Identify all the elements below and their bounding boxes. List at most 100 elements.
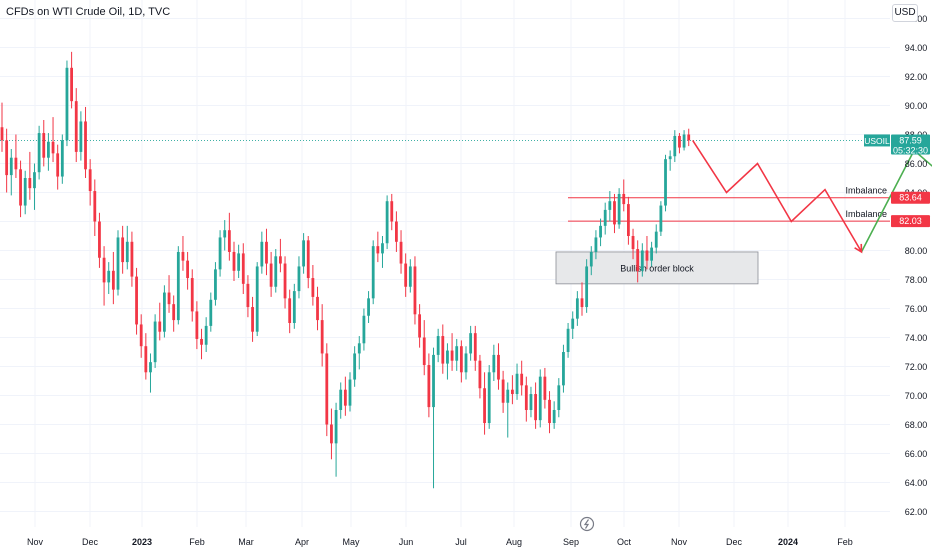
- candle-body: [594, 237, 598, 252]
- candle-body: [297, 266, 301, 292]
- candle-body: [14, 157, 18, 170]
- y-tick-label: 72.00: [905, 362, 928, 372]
- candle-body: [283, 263, 287, 299]
- candle-body: [385, 201, 389, 244]
- candle-body: [227, 230, 231, 252]
- candle-body: [627, 204, 630, 236]
- candle-body: [241, 253, 245, 284]
- candle-body: [135, 276, 138, 325]
- candle-body: [427, 365, 431, 408]
- x-tick-label: Apr: [295, 537, 309, 547]
- candle-body: [190, 278, 194, 312]
- candle-body: [659, 205, 663, 232]
- candle-body: [455, 346, 459, 361]
- candle-body: [501, 379, 505, 403]
- time-axis: Nov Dec 2023 Feb Mar Apr May Jun Jul Aug Sep Oct Nov…: [27, 537, 853, 547]
- candle-body: [306, 240, 310, 279]
- candle-body: [139, 324, 143, 347]
- candle-body: [571, 318, 575, 329]
- candle-body: [121, 237, 125, 263]
- x-tick-label: 2024: [778, 537, 798, 547]
- candle-body: [33, 172, 36, 189]
- candle-body: [357, 343, 361, 354]
- candle-body: [51, 141, 55, 154]
- candle-body: [292, 291, 296, 323]
- candle-body: [320, 320, 324, 354]
- order-block-zone: [555, 251, 759, 285]
- imbalance-label: Imbalance: [845, 209, 887, 219]
- candle-body: [678, 135, 681, 148]
- candle-body: [395, 221, 398, 242]
- candle-body: [682, 134, 686, 148]
- candle-body: [668, 156, 672, 160]
- candle-body: [529, 394, 533, 410]
- candle-body: [376, 246, 380, 254]
- candle-body: [436, 336, 440, 355]
- candle-body: [478, 360, 482, 389]
- candle-body: [260, 241, 264, 267]
- candle-body: [158, 321, 162, 332]
- candle-body: [144, 346, 148, 373]
- candle-body: [367, 298, 370, 316]
- candle-body: [255, 266, 259, 332]
- candle-body: [543, 376, 547, 400]
- imbalance-2-price-tag: [891, 215, 930, 228]
- candle-body: [125, 241, 129, 263]
- candle-body: [511, 389, 514, 395]
- candle-body: [673, 135, 677, 157]
- symbol-tag: [864, 134, 890, 147]
- bullish-projection-path: [860, 149, 932, 253]
- candle-body: [269, 263, 273, 287]
- price-axis: 62.00 64.00 66.00 68.00 70.00 72.00 74.00 76.00…: [905, 14, 928, 517]
- candle-body: [195, 311, 199, 339]
- candle-body: [176, 251, 180, 321]
- bearish-arrowhead: [854, 243, 863, 254]
- x-tick-label: Aug: [506, 537, 522, 547]
- candle-body: [534, 394, 537, 421]
- candle-body: [450, 350, 454, 361]
- candle-body: [65, 67, 69, 141]
- candle-body: [497, 354, 500, 380]
- candle-body: [487, 372, 491, 424]
- x-tick-label: Sep: [563, 537, 579, 547]
- candle-body: [432, 354, 435, 408]
- candle-body: [552, 410, 556, 424]
- candle-body: [589, 251, 593, 267]
- candle-body: [265, 241, 268, 264]
- last-price-tag-text: 87.59: [899, 135, 922, 145]
- candle-body: [446, 350, 449, 364]
- candle-body: [603, 209, 607, 226]
- candle-body: [200, 338, 203, 345]
- candle-body: [107, 270, 111, 283]
- candle-body: [399, 241, 403, 264]
- x-tick-label: Jul: [455, 537, 467, 547]
- annotation-zones: Bullish order block Imbalance Imbalance: [0, 140, 890, 285]
- candle-body: [506, 389, 510, 403]
- last-price-tag-text: 05:32:30: [893, 145, 928, 155]
- candle-body: [98, 221, 101, 258]
- candle-body: [520, 373, 524, 386]
- candle-body: [325, 353, 329, 425]
- y-tick-label: 76.00: [905, 304, 928, 314]
- candle-body: [232, 251, 236, 271]
- candle-body: [116, 237, 120, 290]
- candle-body: [622, 193, 626, 205]
- imbalance-label: Imbalance: [845, 186, 887, 196]
- candle-body: [613, 201, 616, 225]
- candle-body: [102, 257, 106, 283]
- x-tick-label: Oct: [617, 537, 632, 547]
- candle-body: [60, 140, 64, 177]
- candle-body: [580, 298, 584, 308]
- time-axis-settings-icon[interactable]: [579, 516, 595, 532]
- projection-paths: [692, 139, 932, 254]
- bearish-projection-path: [692, 139, 863, 253]
- candle-body: [209, 299, 213, 326]
- currency-selector[interactable]: USD: [892, 4, 918, 22]
- y-tick-label: 70.00: [905, 391, 928, 401]
- candle-body: [631, 236, 635, 250]
- last-price-tag: [891, 134, 930, 155]
- y-tick-label: 92.00: [905, 72, 928, 82]
- candle-body: [330, 424, 333, 444]
